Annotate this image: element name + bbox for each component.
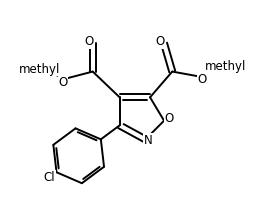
Text: O: O <box>155 35 165 48</box>
Text: methyl: methyl <box>19 63 60 76</box>
Text: methyl: methyl <box>205 60 246 73</box>
Text: O: O <box>58 76 68 89</box>
Text: O: O <box>84 35 93 48</box>
Text: O: O <box>197 73 206 87</box>
Text: O: O <box>164 112 173 125</box>
Text: N: N <box>144 134 153 147</box>
Text: Cl: Cl <box>44 171 55 184</box>
